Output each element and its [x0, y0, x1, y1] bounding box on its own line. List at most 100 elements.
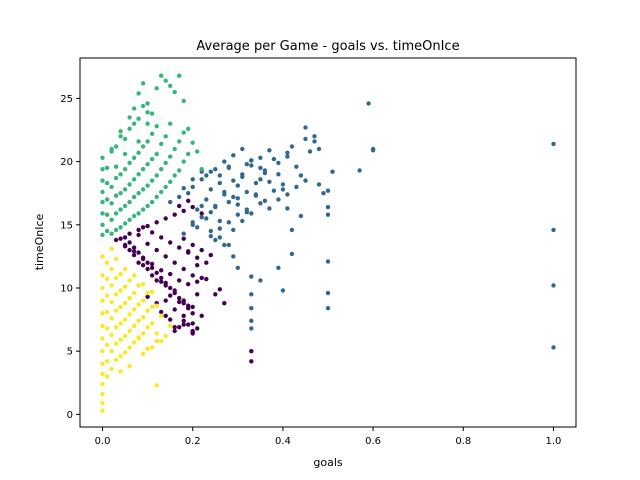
scatter-point [222, 192, 227, 197]
scatter-point [136, 302, 141, 307]
plot-area-frame [79, 57, 577, 428]
scatter-point [177, 295, 182, 301]
scatter-point [154, 86, 159, 91]
scatter-point [177, 194, 182, 200]
scatter-point [190, 177, 195, 182]
scatter-point [294, 184, 299, 190]
points-layer [100, 73, 556, 413]
scatter-point [271, 188, 277, 193]
x-tick-label: 0.2 [185, 436, 201, 447]
scatter-point [122, 266, 128, 272]
scatter-point [172, 89, 177, 95]
scatter-point [136, 336, 141, 341]
scatter-point [190, 220, 195, 225]
scatter-point [136, 250, 141, 255]
scatter-point [104, 212, 110, 217]
scatter-point [113, 292, 119, 297]
scatter-point [145, 223, 150, 229]
scatter-point [145, 139, 150, 144]
scatter-point [127, 199, 132, 205]
scatter-point [122, 235, 128, 240]
scatter-point [222, 301, 227, 306]
scatter-point [149, 261, 155, 267]
scatter-point [276, 197, 281, 202]
scatter-point [140, 298, 146, 303]
scatter-point [190, 140, 195, 145]
scatter-point [109, 366, 114, 372]
scatter-point [100, 285, 105, 291]
scatter-point [145, 346, 150, 351]
scatter-point [140, 314, 146, 320]
scatter-point [195, 225, 200, 230]
scatter-point [104, 374, 110, 379]
scatter-point [159, 268, 164, 273]
scatter-point [100, 273, 105, 278]
scatter-point [163, 333, 168, 339]
scatter-point [222, 242, 227, 248]
scatter-point [235, 183, 240, 188]
scatter-point [186, 322, 191, 327]
scatter-point [168, 271, 173, 277]
scatter-point [118, 288, 123, 293]
x-tick-label: 1.0 [546, 436, 562, 447]
scatter-point [118, 271, 123, 277]
scatter-point [168, 240, 173, 245]
scatter-point [136, 116, 141, 121]
scatter-point [172, 288, 177, 293]
scatter-point [172, 328, 177, 334]
scatter-point [551, 345, 556, 350]
scatter-point [280, 182, 286, 187]
scatter-point [199, 203, 204, 209]
x-tick-label: 0.4 [275, 436, 291, 447]
scatter-point [118, 134, 123, 139]
y-axis-ticks: 0 5 10 15 20 25 [60, 94, 80, 421]
scatter-point [131, 273, 137, 278]
scatter-point [149, 178, 155, 183]
scatter-point [208, 228, 213, 234]
scatter-point [159, 167, 164, 172]
scatter-point [177, 245, 182, 250]
scatter-point [172, 260, 177, 265]
scatter-point [168, 83, 173, 89]
scatter-point [226, 220, 231, 225]
scatter-point [136, 150, 141, 155]
scatter-point [199, 313, 204, 318]
scatter-point [104, 197, 110, 202]
scatter-point [217, 180, 222, 186]
scatter-point [186, 198, 191, 203]
scatter-point [145, 162, 150, 167]
scatter-point [325, 204, 331, 210]
scatter-point [195, 326, 200, 331]
scatter-point [127, 328, 132, 334]
scatter-point [357, 168, 362, 173]
scatter-point [140, 167, 146, 172]
scatter-point [199, 167, 204, 172]
scatter-point [370, 148, 376, 153]
scatter-point [213, 204, 218, 210]
scatter-point [244, 162, 249, 167]
scatter-point [190, 184, 195, 190]
scatter-point [325, 259, 331, 264]
scatter-point [149, 265, 155, 270]
scatter-point [181, 266, 186, 272]
scatter-point [186, 151, 191, 157]
scatter-point [136, 232, 141, 238]
scatter-point [109, 283, 114, 288]
scatter-point [190, 311, 195, 316]
scatter-point [109, 231, 114, 236]
scatter-point [316, 146, 322, 152]
scatter-point [100, 371, 105, 377]
scatter-point [154, 247, 159, 253]
scatter-point [316, 182, 322, 187]
scatter-point [262, 168, 268, 173]
scatter-point [159, 73, 164, 78]
scatter-point [127, 247, 132, 253]
scatter-point [140, 187, 146, 192]
scatter-point [199, 247, 204, 253]
scatter-point [154, 383, 159, 388]
scatter-point [154, 194, 159, 200]
scatter-point [195, 255, 200, 260]
scatter-point [122, 350, 128, 355]
scatter-point [104, 359, 110, 364]
